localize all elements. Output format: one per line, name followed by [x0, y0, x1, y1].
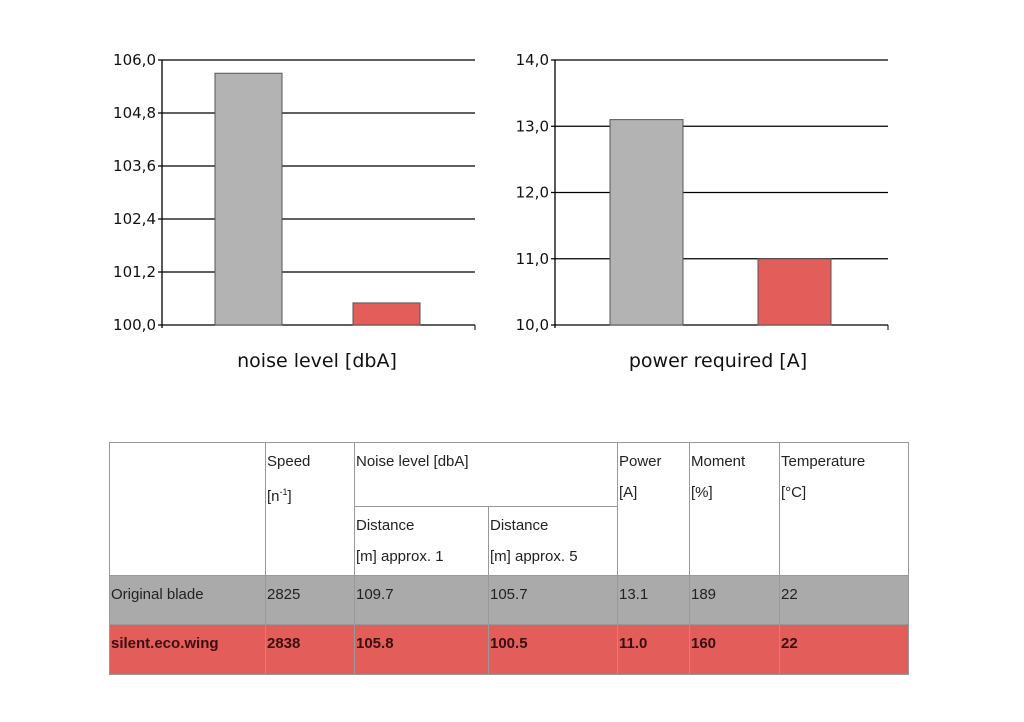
- y-tick-label: 10,0: [516, 316, 549, 334]
- y-tick-label: 12,0: [516, 184, 549, 202]
- cell: 105.7: [488, 575, 618, 625]
- cell: Original blade: [109, 575, 266, 625]
- table-row: silent.eco.wing 2838 105.8 100.5 11.0 160 22: [109, 624, 909, 675]
- charts: 100,0 101,2 102,4 103,6 104,8 106,0 noise leve…: [113, 51, 889, 372]
- cell: 11.0: [617, 624, 690, 675]
- header-temperature: Temperature [°C]: [779, 442, 909, 576]
- y-tick-label: 103,6: [113, 157, 156, 175]
- y-tick-label: 102,4: [113, 210, 156, 228]
- header-power: Power [A]: [617, 442, 690, 576]
- cell: 160: [689, 624, 780, 675]
- cell: 189: [689, 575, 780, 625]
- comparison-table: Speed [n-1] Noise level [dbA] Power [A] Mo…: [109, 442, 909, 675]
- x-axis-label: noise level [dbA]: [237, 350, 397, 372]
- cell: 22: [779, 575, 909, 625]
- header-distance-1: Distance [m] approx. 1: [354, 506, 489, 576]
- header-distance-5: Distance [m] approx. 5: [488, 506, 618, 576]
- y-tick-label: 13,0: [516, 117, 549, 135]
- header-speed: Speed [n-1]: [265, 442, 355, 576]
- y-tick-label: 104,8: [113, 104, 156, 122]
- bar-original-blade: [609, 119, 684, 326]
- cell: silent.eco.wing: [109, 624, 266, 675]
- cell: 100.5: [488, 624, 618, 675]
- y-tick-label: 100,0: [113, 316, 156, 334]
- bar-silent-eco-wing: [757, 258, 832, 326]
- bar-silent-eco-wing: [352, 302, 421, 326]
- y-tick-label: 106,0: [113, 51, 156, 69]
- y-tick-label: 11,0: [516, 250, 549, 268]
- cell: 109.7: [354, 575, 489, 625]
- bar-original-blade: [214, 72, 283, 326]
- header-noise: Noise level [dbA]: [354, 442, 618, 507]
- cell: 22: [779, 624, 909, 675]
- table-row: Original blade 2825 109.7 105.7 13.1 189 22: [109, 575, 909, 625]
- y-tick-label: 101,2: [113, 263, 156, 281]
- corner-cell: [109, 442, 266, 576]
- cell: 2838: [265, 624, 355, 675]
- y-tick-label: 14,0: [516, 51, 549, 69]
- cell: 105.8: [354, 624, 489, 675]
- x-axis-label: power required [A]: [629, 350, 807, 372]
- cell: 13.1: [617, 575, 690, 625]
- cell: 2825: [265, 575, 355, 625]
- header-moment: Moment [%]: [689, 442, 780, 576]
